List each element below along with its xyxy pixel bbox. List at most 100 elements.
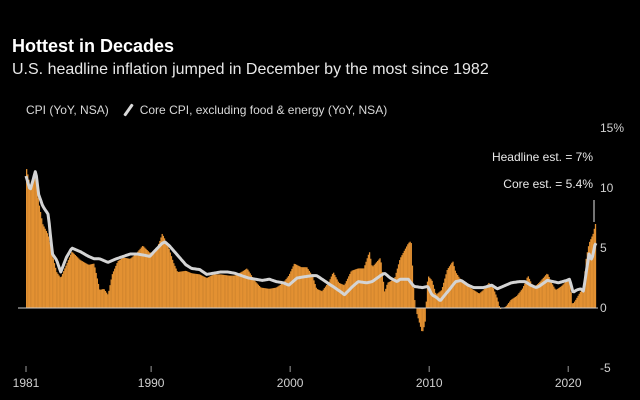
cpi-bar	[57, 273, 59, 308]
cpi-bar	[562, 284, 564, 308]
cpi-bar	[110, 279, 112, 308]
cpi-bar	[385, 288, 387, 308]
cpi-bar	[572, 303, 575, 308]
cpi-bar	[564, 282, 567, 308]
cpi-bar	[473, 290, 475, 308]
cpi-bar	[477, 293, 480, 308]
cpi-bar	[529, 281, 532, 308]
cpi-bar	[496, 297, 498, 308]
cpi-bar	[232, 275, 234, 308]
cpi-bar	[61, 273, 64, 308]
cpi-bar	[154, 251, 156, 308]
cpi-bar	[64, 268, 66, 308]
cpi-bar	[70, 254, 72, 308]
cpi-bar	[570, 292, 572, 308]
cpi-bar	[380, 262, 382, 308]
cpi-bar	[326, 284, 328, 308]
cpi-bar	[269, 288, 271, 308]
cpi-bar	[204, 277, 206, 308]
cpi-bar	[485, 285, 488, 308]
cpi-bar	[108, 290, 110, 308]
cpi-bar	[582, 288, 584, 308]
cpi-bar	[89, 264, 92, 308]
cpi-bar	[328, 281, 330, 308]
cpi-bar	[175, 268, 177, 308]
cpi-bar	[341, 284, 343, 308]
cpi-bar	[334, 274, 336, 308]
cpi-bar	[338, 283, 341, 308]
cpi-bar	[141, 246, 144, 308]
cpi-bar	[333, 272, 335, 308]
cpi-bar	[373, 264, 375, 308]
cpi-bar	[29, 185, 31, 308]
cpi-bar	[301, 267, 304, 308]
cpi-bar	[86, 263, 88, 308]
cpi-bar	[311, 274, 313, 308]
cpi-legend-label: CPI (YoY, NSA)	[26, 103, 109, 117]
cpi-bar	[422, 308, 424, 332]
cpi-bar	[368, 252, 371, 308]
cpi-bar	[130, 258, 132, 308]
cpi-bar	[81, 261, 83, 308]
cpi-bar	[551, 284, 554, 308]
cpi-bar	[534, 286, 536, 308]
cpi-bar	[536, 284, 539, 308]
cpi-bar	[426, 281, 429, 308]
cpi-bar	[314, 284, 316, 308]
cpi-bar	[257, 284, 260, 308]
cpi-bar	[163, 238, 166, 308]
cpi-bar	[424, 308, 426, 322]
cpi-bar	[136, 253, 138, 308]
cpi-bar	[287, 276, 290, 308]
cpi-bar	[565, 280, 568, 308]
cpi-bar	[45, 230, 48, 308]
cpi-bar	[535, 285, 538, 308]
cpi-bar	[114, 268, 116, 308]
cpi-bar	[414, 300, 416, 308]
cpi-bar	[330, 276, 333, 308]
cpi-bar	[410, 243, 412, 308]
cpi-bar	[433, 288, 436, 308]
cpi-bar	[143, 246, 145, 308]
cpi-bar	[134, 254, 137, 308]
cpi-bar	[178, 271, 181, 308]
cpi-bar	[71, 251, 73, 308]
cpi-bar	[30, 183, 32, 308]
cpi-bar	[343, 285, 345, 308]
cpi-bar	[261, 287, 263, 308]
cpi-bar	[140, 247, 143, 308]
cpi-bar	[553, 286, 555, 308]
cpi-bar	[165, 240, 167, 308]
cpi-bar	[80, 260, 82, 308]
cpi-bar	[199, 274, 202, 308]
cpi-bar	[122, 257, 124, 308]
cpi-bar	[510, 300, 512, 308]
cpi-bar	[139, 248, 141, 308]
cpi-bar	[180, 271, 182, 308]
cpi-bar	[506, 304, 509, 308]
cpi-bar	[92, 263, 94, 308]
cpi-bar	[525, 280, 527, 308]
cpi-bar	[353, 269, 356, 308]
cpi-bar	[87, 264, 89, 308]
cpi-bar	[571, 303, 573, 308]
cpi-bar	[253, 278, 255, 308]
cpi-bar	[210, 275, 212, 308]
cpi-bar	[490, 285, 492, 308]
cpi-bar	[169, 252, 171, 308]
cpi-bar	[585, 258, 587, 308]
cpi-bar	[288, 273, 291, 308]
cpi-bar	[155, 249, 158, 308]
cpi-bar	[592, 233, 594, 308]
cpi-bar	[497, 301, 499, 308]
cpi-bar	[547, 274, 549, 308]
cpi-bar	[272, 288, 275, 308]
cpi-bar	[250, 275, 253, 308]
cpi-bar	[220, 274, 222, 308]
cpi-bar	[542, 277, 545, 308]
cpi-bar	[360, 268, 363, 308]
cpi-bar	[548, 276, 550, 308]
cpi-bar	[507, 303, 510, 308]
cpi-bar	[319, 290, 321, 308]
cpi-bar	[549, 279, 551, 308]
